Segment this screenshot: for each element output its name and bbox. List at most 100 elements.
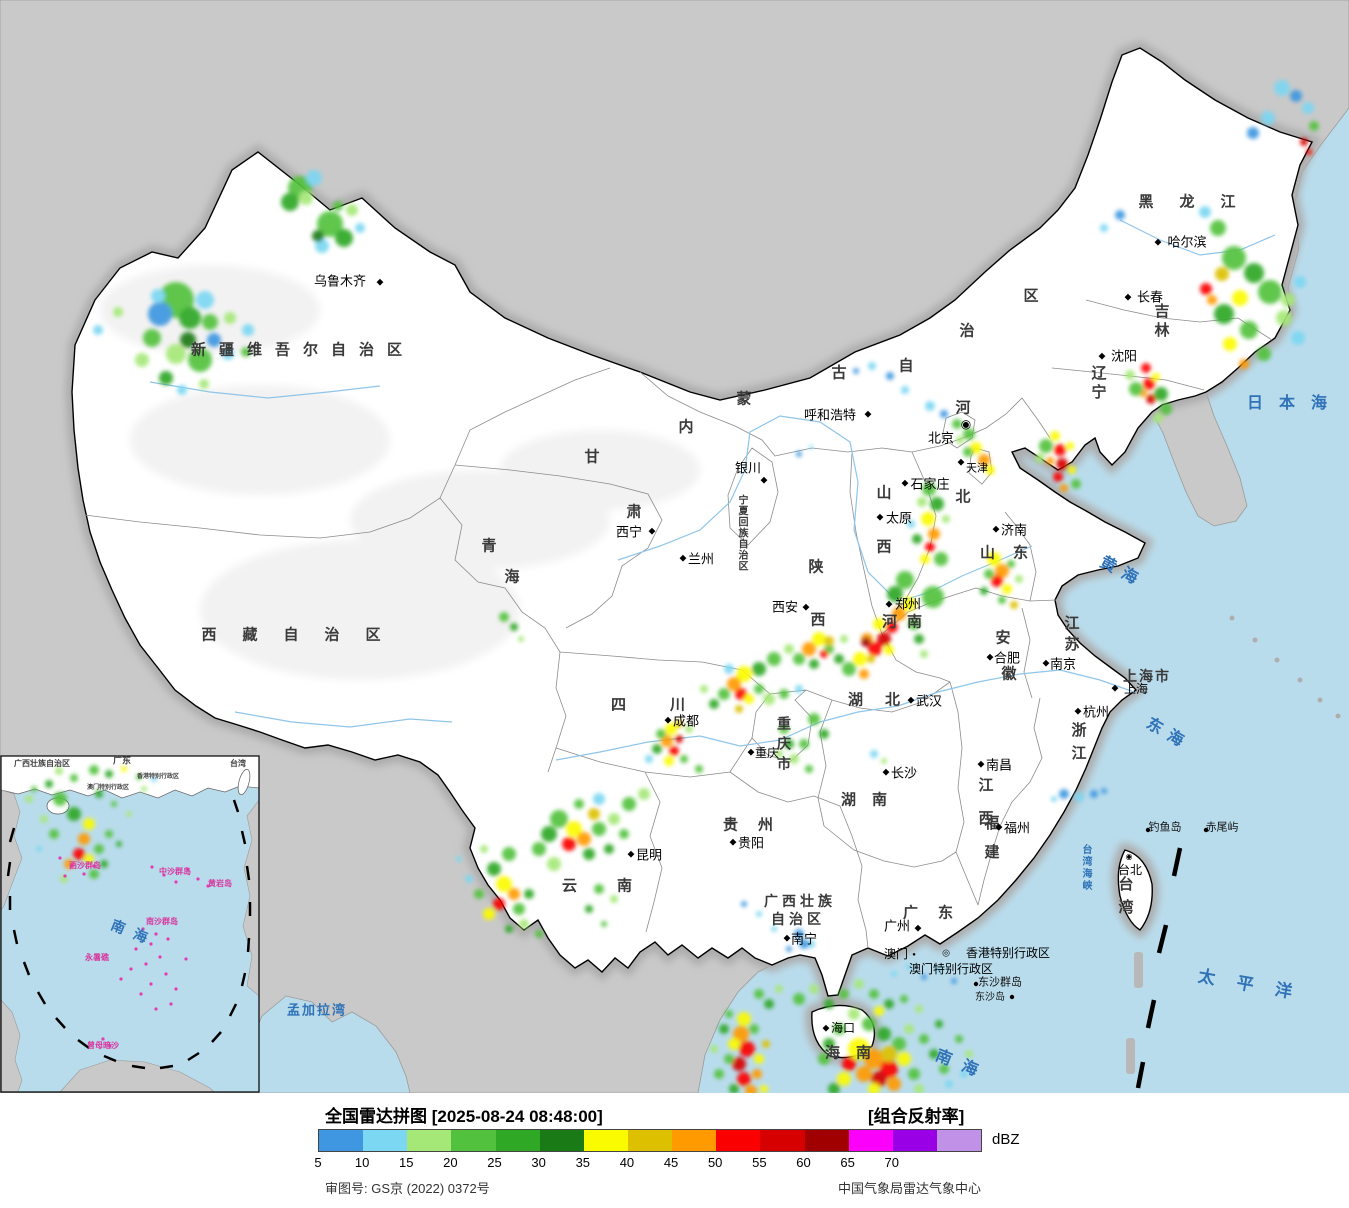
radar-echo bbox=[917, 497, 927, 507]
radar-echo bbox=[242, 324, 254, 336]
island-mark bbox=[101, 1037, 105, 1041]
radar-echo bbox=[89, 869, 99, 879]
radar-echo bbox=[619, 829, 629, 839]
island-mark bbox=[63, 874, 67, 878]
radar-echo bbox=[908, 618, 920, 630]
radar-echo bbox=[736, 666, 752, 682]
radar-echo bbox=[1035, 453, 1045, 463]
radar-echo bbox=[922, 586, 944, 608]
radar-echo bbox=[928, 528, 940, 540]
radar-echo bbox=[963, 428, 975, 440]
legend-tick-label: 70 bbox=[884, 1155, 899, 1170]
radar-echo bbox=[733, 1026, 749, 1042]
boundary-dash bbox=[240, 972, 247, 987]
radar-echo bbox=[622, 797, 636, 811]
radar-echo bbox=[809, 445, 813, 449]
radar-echo bbox=[914, 1084, 924, 1093]
radar-echo bbox=[754, 989, 764, 999]
radar-echo bbox=[861, 637, 871, 647]
legend-color-segment bbox=[936, 1130, 982, 1151]
radar-echo bbox=[906, 964, 912, 970]
radar-echo bbox=[1215, 267, 1229, 281]
radar-echo bbox=[519, 919, 529, 929]
island-mark bbox=[158, 955, 162, 959]
radar-echo bbox=[735, 688, 747, 700]
radar-echo bbox=[78, 833, 90, 845]
island-dot bbox=[1203, 827, 1209, 833]
radar-echo bbox=[793, 653, 805, 665]
radar-echo bbox=[49, 829, 59, 839]
radar-echo bbox=[789, 754, 799, 764]
radar-echo bbox=[566, 821, 582, 837]
radar-echo bbox=[935, 1020, 943, 1028]
radar-echo bbox=[1153, 413, 1163, 423]
radar-echo bbox=[873, 618, 885, 630]
radar-echo bbox=[840, 635, 848, 643]
radar-echo bbox=[871, 1071, 887, 1087]
island-mark bbox=[206, 884, 210, 888]
radar-echo bbox=[709, 699, 719, 709]
radar-echo bbox=[93, 325, 103, 335]
radar-echo bbox=[638, 788, 650, 800]
radar-echo bbox=[1054, 444, 1066, 456]
radar-echo bbox=[524, 889, 534, 899]
legend-color-segment bbox=[583, 1130, 628, 1151]
radar-echo bbox=[700, 685, 708, 693]
radar-echo bbox=[925, 542, 935, 552]
radar-echo bbox=[592, 822, 606, 836]
radar-echo bbox=[729, 1084, 739, 1093]
radar-echo bbox=[868, 642, 882, 656]
terrain-shading bbox=[100, 265, 700, 680]
radar-echo bbox=[333, 201, 343, 211]
radar-echo bbox=[550, 810, 568, 828]
radar-echo bbox=[874, 1006, 884, 1016]
radar-echo bbox=[819, 729, 829, 739]
island-mark bbox=[58, 856, 62, 860]
radar-echo bbox=[848, 1038, 870, 1060]
radar-echo bbox=[483, 908, 495, 920]
radar-echo bbox=[1210, 220, 1226, 236]
radar-echo bbox=[724, 1054, 734, 1064]
radar-echo bbox=[1050, 431, 1060, 441]
radar-echo bbox=[862, 1017, 876, 1031]
radar-echo bbox=[199, 379, 209, 389]
radar-echo bbox=[113, 307, 123, 317]
radar-echo bbox=[881, 758, 887, 764]
radar-echo bbox=[934, 552, 948, 566]
radar-echo bbox=[900, 995, 908, 1003]
radar-echo bbox=[1223, 337, 1237, 351]
radar-echo bbox=[892, 1037, 906, 1051]
radar-echo bbox=[839, 989, 849, 999]
radar-echo bbox=[779, 724, 789, 734]
boundary-dash bbox=[240, 830, 247, 845]
inset-map bbox=[0, 755, 260, 1093]
radar-echo bbox=[786, 946, 792, 952]
radar-echo bbox=[985, 465, 995, 475]
radar-echo bbox=[869, 989, 879, 999]
radar-echo bbox=[802, 642, 816, 656]
boundary-dash bbox=[1156, 924, 1169, 954]
radar-echo bbox=[1046, 457, 1054, 465]
radar-echo bbox=[807, 940, 815, 948]
radar-echo bbox=[73, 848, 85, 860]
boundary-dash bbox=[6, 861, 12, 877]
radar-echo bbox=[794, 929, 804, 939]
inset-nine-dash-line bbox=[6, 799, 252, 1070]
legend-color-segment bbox=[892, 1130, 937, 1151]
radar-echo bbox=[809, 659, 819, 669]
radar-echo bbox=[728, 1038, 740, 1050]
radar-echo bbox=[995, 564, 1009, 578]
radar-echo bbox=[31, 786, 37, 792]
radar-echo bbox=[1115, 210, 1125, 220]
island-mark bbox=[144, 962, 148, 966]
radar-echo bbox=[867, 655, 875, 663]
radar-echo bbox=[812, 632, 826, 646]
radar-echo bbox=[312, 230, 324, 242]
island-mark bbox=[108, 1044, 112, 1048]
radar-echo bbox=[502, 847, 516, 861]
legend-tick-label: 20 bbox=[443, 1155, 458, 1170]
radar-echo bbox=[764, 999, 774, 1009]
legend-tick-label: 25 bbox=[487, 1155, 502, 1170]
island-dots bbox=[973, 827, 1209, 1000]
radar-echo bbox=[121, 766, 127, 772]
